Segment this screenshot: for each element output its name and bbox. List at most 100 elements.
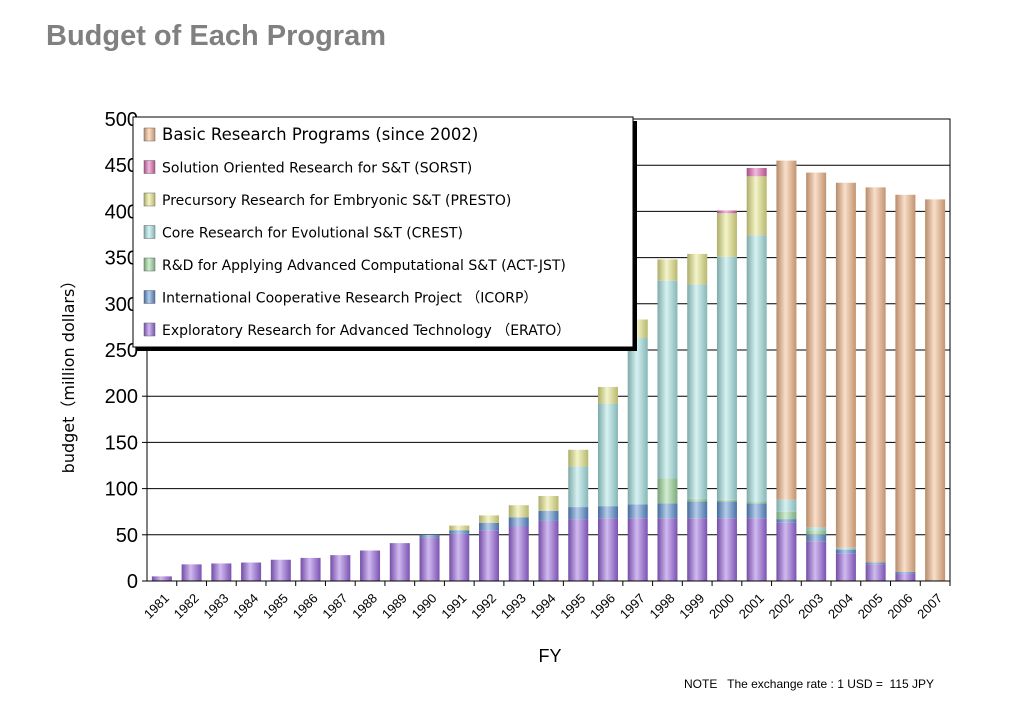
bar-segment [657, 518, 678, 581]
y-tick-label: 450 [105, 155, 138, 177]
bar-segment [746, 501, 767, 504]
legend-swatch [143, 322, 156, 337]
bar-segment [806, 530, 827, 535]
bar-segment [746, 167, 767, 177]
y-tick-label: 400 [105, 201, 138, 223]
x-axis: 1981198219831984198519861987198819891990… [141, 581, 951, 622]
x-tick-label: 1982 [171, 591, 202, 622]
bar-segment [389, 543, 410, 581]
bar-segment [657, 503, 678, 519]
bar-segment [835, 547, 856, 550]
y-tick-label: 350 [105, 248, 138, 270]
x-tick-label: 1981 [141, 591, 172, 622]
bar-segment [538, 495, 559, 511]
bar-segment [687, 253, 708, 285]
bar-segment [151, 576, 172, 581]
page-title: Budget of Each Program [46, 20, 386, 52]
x-tick-label: 1989 [379, 591, 410, 622]
bar-segment [835, 549, 856, 554]
bar-segment [568, 466, 589, 508]
x-tick-label: 1983 [200, 591, 231, 622]
x-axis-title: FY [538, 646, 561, 666]
bar-segment [508, 517, 529, 527]
bar-segment [865, 187, 886, 563]
legend-label: Exploratory Research for Advanced Techno… [162, 323, 570, 339]
legend-swatch [143, 192, 156, 207]
bar-segment [568, 519, 589, 581]
y-tick-label: 300 [105, 294, 138, 316]
bar-segment [479, 522, 500, 531]
bar-segment [419, 537, 440, 581]
legend-label: Solution Oriented Research for S&T (SORS… [162, 161, 472, 177]
bar-segment [716, 499, 737, 502]
bar-segment [895, 571, 916, 574]
bar-segment [241, 562, 262, 581]
x-tick-label: 2004 [825, 591, 856, 622]
bar-segment [568, 507, 589, 520]
bar-segment [479, 515, 500, 523]
x-tick-label: 2003 [795, 591, 826, 622]
bar-segment [479, 530, 500, 581]
bar-segment [716, 256, 737, 500]
bar-segment [627, 518, 648, 581]
bar-segment [746, 176, 767, 236]
bar-segment [449, 530, 470, 534]
bar-segment [449, 533, 470, 581]
bar-segment [687, 498, 708, 502]
bars [151, 160, 946, 581]
x-tick-label: 1994 [528, 591, 559, 622]
y-tick-label: 0 [127, 571, 138, 593]
x-tick-label: 2000 [706, 591, 737, 622]
bar-segment [806, 172, 827, 528]
legend-label: Basic Research Programs (since 2002) [162, 125, 478, 144]
y-tick-label: 50 [116, 525, 138, 547]
legend: Basic Research Programs (since 2002) Solu… [132, 116, 637, 351]
x-tick-label: 2005 [855, 591, 886, 622]
bar-segment [746, 518, 767, 581]
legend-label: Precursory Research for Embryonic S&T (P… [162, 193, 511, 209]
x-tick-label: 2002 [765, 591, 796, 622]
legend-swatch [143, 160, 156, 174]
x-tick-label: 2006 [884, 591, 915, 622]
x-tick-label: 1987 [319, 591, 350, 622]
bar-segment [776, 511, 797, 520]
bar-segment [776, 522, 797, 581]
legend-swatch [143, 225, 156, 239]
bar-segment [716, 213, 737, 257]
x-tick-label: 1985 [260, 591, 291, 622]
legend-swatch [143, 290, 156, 304]
bar-segment [657, 259, 678, 281]
exchange-rate-note: NOTE The exchange rate : 1 USD = 115 JPY [684, 677, 935, 691]
bar-segment [895, 194, 916, 572]
x-tick-label: 1988 [349, 591, 380, 622]
bar-segment [687, 284, 708, 499]
bar-segment [657, 280, 678, 479]
bar-segment [895, 573, 916, 581]
bar-segment [687, 518, 708, 581]
bar-segment [746, 235, 767, 502]
bar-segment [449, 525, 470, 531]
bar-segment [776, 160, 797, 500]
bar-segment [716, 501, 737, 519]
bar-segment [627, 337, 648, 505]
y-tick-label: 100 [105, 479, 138, 501]
bar-segment [597, 386, 618, 404]
bar-segment [538, 510, 559, 521]
bar-segment [687, 501, 708, 519]
legend-swatch [143, 257, 156, 272]
x-tick-label: 1999 [676, 591, 707, 622]
x-tick-label: 1998 [647, 591, 678, 622]
legend-label: R&D for Applying Advanced Computational … [162, 258, 566, 274]
legend-label: International Cooperative Research Proje… [162, 291, 537, 307]
x-tick-label: 1991 [438, 591, 469, 622]
bar-segment [716, 518, 737, 581]
x-tick-label: 1993 [498, 591, 529, 622]
bar-segment [776, 519, 797, 523]
y-axis: 0 50 100 150 200 250 300 350 400 450 500 [105, 109, 147, 593]
x-tick-label: 1984 [230, 591, 261, 622]
legend-swatch [143, 127, 156, 142]
bar-segment [806, 541, 827, 581]
bar-segment [181, 564, 202, 581]
y-axis-title: budget（million dollars） [59, 273, 78, 474]
